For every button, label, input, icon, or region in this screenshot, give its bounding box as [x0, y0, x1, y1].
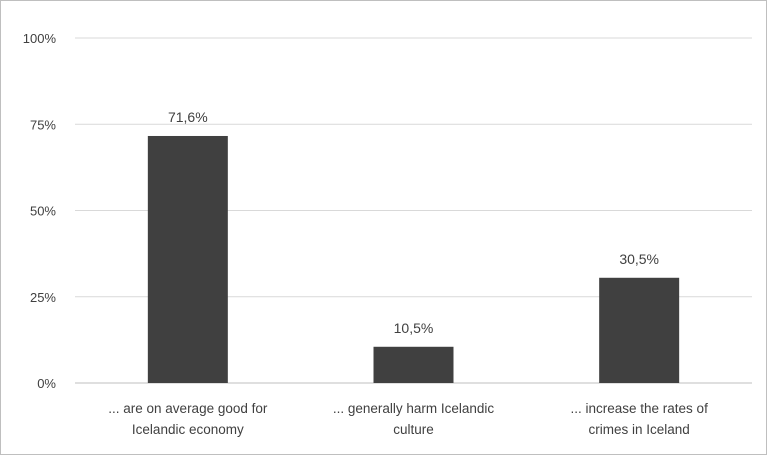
x-category-label: ... increase the rates of — [571, 401, 709, 416]
x-category-label: ... are on average good for — [108, 401, 268, 416]
bar — [147, 135, 228, 383]
y-tick-label: 100% — [23, 31, 57, 46]
bar — [599, 277, 680, 383]
y-tick-label: 75% — [30, 117, 56, 132]
bar — [373, 346, 454, 383]
x-category-label: crimes in Iceland — [589, 422, 690, 437]
y-tick-label: 0% — [37, 376, 56, 391]
x-category-label: Icelandic economy — [132, 422, 244, 437]
y-tick-label: 25% — [30, 290, 56, 305]
x-category-label: culture — [393, 422, 434, 437]
data-label: 30,5% — [619, 251, 659, 267]
data-label: 10,5% — [394, 320, 434, 336]
x-category-label: ... generally harm Icelandic — [333, 401, 495, 416]
data-label: 71,6% — [168, 109, 208, 125]
y-tick-label: 50% — [30, 204, 56, 219]
